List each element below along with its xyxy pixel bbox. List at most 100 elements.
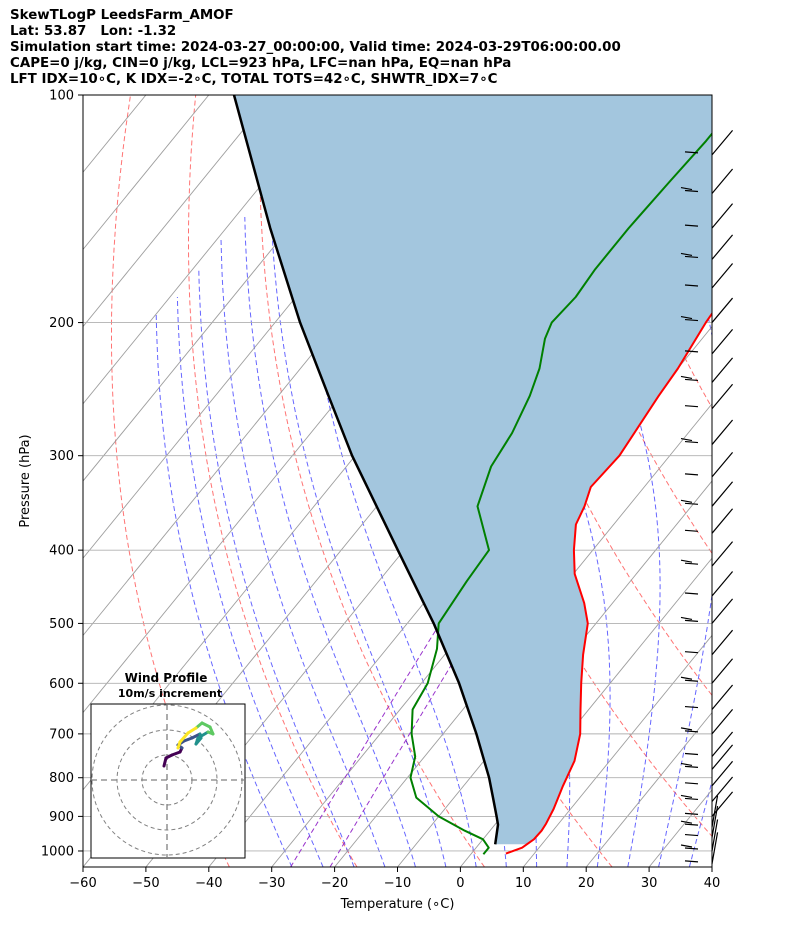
plot-area <box>83 95 794 867</box>
dry-adiabat-line <box>717 95 794 867</box>
y-tick-label: 900 <box>49 810 74 825</box>
y-tick-label: 800 <box>49 771 74 786</box>
hodograph-segment <box>186 726 198 735</box>
isotherm-line <box>334 403 712 867</box>
isotherm-line <box>83 95 210 251</box>
wind-barb-flag <box>684 562 699 565</box>
isotherm-line <box>83 95 84 96</box>
wind-barb-staff <box>711 598 734 624</box>
wind-barb-flag <box>684 833 699 837</box>
x-tick-label: 40 <box>704 876 721 891</box>
wind-barb-flag <box>684 705 699 709</box>
wind-barb-flag <box>684 350 699 353</box>
wind-barb-flag <box>680 315 693 320</box>
wind-barb-flag <box>684 189 699 193</box>
wind-barb-staff <box>711 776 734 802</box>
wind-barb-flag <box>684 730 699 733</box>
wind-barb-flag <box>680 727 693 731</box>
isotherm-line <box>83 95 273 328</box>
inset-subtitle: 10m/s increment <box>118 687 222 700</box>
parcel-path-line <box>232 95 500 845</box>
wind-barb-staff <box>711 419 734 445</box>
wind-barb-staff <box>711 234 734 260</box>
wind-barb-flag <box>680 375 693 380</box>
moist-adiabat-line <box>244 216 416 867</box>
wind-barb-staff <box>711 791 734 817</box>
wind-barb-staff <box>711 263 734 289</box>
wind-barb-flag <box>684 378 699 382</box>
wind-barb-flag <box>684 812 699 815</box>
y-tick-label: 700 <box>49 727 74 742</box>
wind-barb-staff <box>711 832 719 864</box>
y-axis-label: Pressure (hPa) <box>18 434 33 527</box>
y-tick-label: 400 <box>49 544 74 559</box>
wind-barb-flag <box>684 405 699 408</box>
mixing-ratio-line <box>290 549 487 867</box>
wind-barb-staff <box>711 541 734 567</box>
wind-barb-staff <box>711 451 734 478</box>
wind-barb-flag <box>680 794 693 799</box>
x-tick-label: 0 <box>456 876 464 891</box>
x-tick-label: 30 <box>641 876 658 891</box>
x-tick-label: 10 <box>515 876 532 891</box>
x-tick-label: 20 <box>578 876 595 891</box>
isotherm-line <box>585 711 712 867</box>
hodograph-segment <box>178 731 190 744</box>
stability-params-line: CAPE=0 j/kg, CIN=0 j/kg, LCL=923 hPa, LF… <box>10 56 512 71</box>
wind-barb-flag <box>684 284 699 287</box>
wind-barb-flag <box>680 616 693 620</box>
moist-adiabat-line <box>220 238 386 867</box>
moist-adiabat-line <box>269 181 447 867</box>
wind-barb-staff <box>711 508 734 534</box>
wind-barb-staff <box>711 684 734 710</box>
x-tick-label: −10 <box>384 876 411 891</box>
x-tick-label: −40 <box>195 876 222 891</box>
wind-barb-staff <box>711 297 734 323</box>
y-tick-label: 200 <box>49 316 74 331</box>
wind-barb-flag <box>680 252 693 257</box>
isotherm-line <box>711 866 712 867</box>
wind-barb-flag <box>684 651 699 654</box>
wind-barb-flag <box>680 437 693 442</box>
wind-barb-staff <box>711 168 734 194</box>
x-tick-label: −20 <box>321 876 348 891</box>
location-line: Lat: 53.87 Lon: -1.32 <box>10 24 177 39</box>
wind-barb-flag <box>684 255 699 259</box>
x-tick-label: −50 <box>132 876 159 891</box>
dry-adiabat-line <box>586 95 712 409</box>
wind-barb-flag <box>684 440 699 444</box>
wind-barb-staff <box>711 383 734 410</box>
wind-barb-flag <box>684 224 699 227</box>
dry-adiabat-line <box>188 95 358 867</box>
x-axis-label: Temperature (∘C) <box>340 897 455 912</box>
wind-barb-staff <box>711 744 734 770</box>
y-tick-label: 1000 <box>41 844 74 859</box>
axes: −60 −50 −40 −30 −20 −10 0 10 20 30 40 100 200 300 400 5… <box>18 89 720 913</box>
temperature-line <box>505 311 712 855</box>
y-tick-label: 300 <box>49 449 74 464</box>
chart-title: SkewTLogP LeedsFarm_AMOF <box>10 8 234 23</box>
wind-barb-flag <box>680 820 693 824</box>
wind-barb-flag <box>684 765 699 769</box>
moist-adiabat-line <box>176 296 324 867</box>
wind-barb-staff <box>711 203 734 229</box>
index-params-line: LFT IDX=10∘C, K IDX=-2∘C, TOTAL TOTS=42∘… <box>10 72 498 87</box>
inset-title: Wind Profile <box>125 671 208 685</box>
wind-barb-staff <box>711 708 734 735</box>
wind-barb-staff <box>711 357 734 383</box>
wind-barb-flag <box>684 797 699 801</box>
wind-barb-flag <box>684 318 699 322</box>
wind-barb-flag <box>684 847 699 850</box>
wind-barbs <box>680 129 734 864</box>
x-tick-label: −60 <box>69 876 96 891</box>
wind-barb-staff <box>711 819 719 852</box>
y-tick-label: 600 <box>49 677 74 692</box>
wind-barb-flag <box>680 559 693 563</box>
moist-adiabat-line <box>643 95 712 867</box>
isotherm-line <box>522 634 712 867</box>
wind-barb-staff <box>711 629 734 656</box>
wind-barb-flag <box>684 502 699 505</box>
wind-barb-staff <box>711 328 734 355</box>
wind-barb-staff <box>711 731 734 757</box>
